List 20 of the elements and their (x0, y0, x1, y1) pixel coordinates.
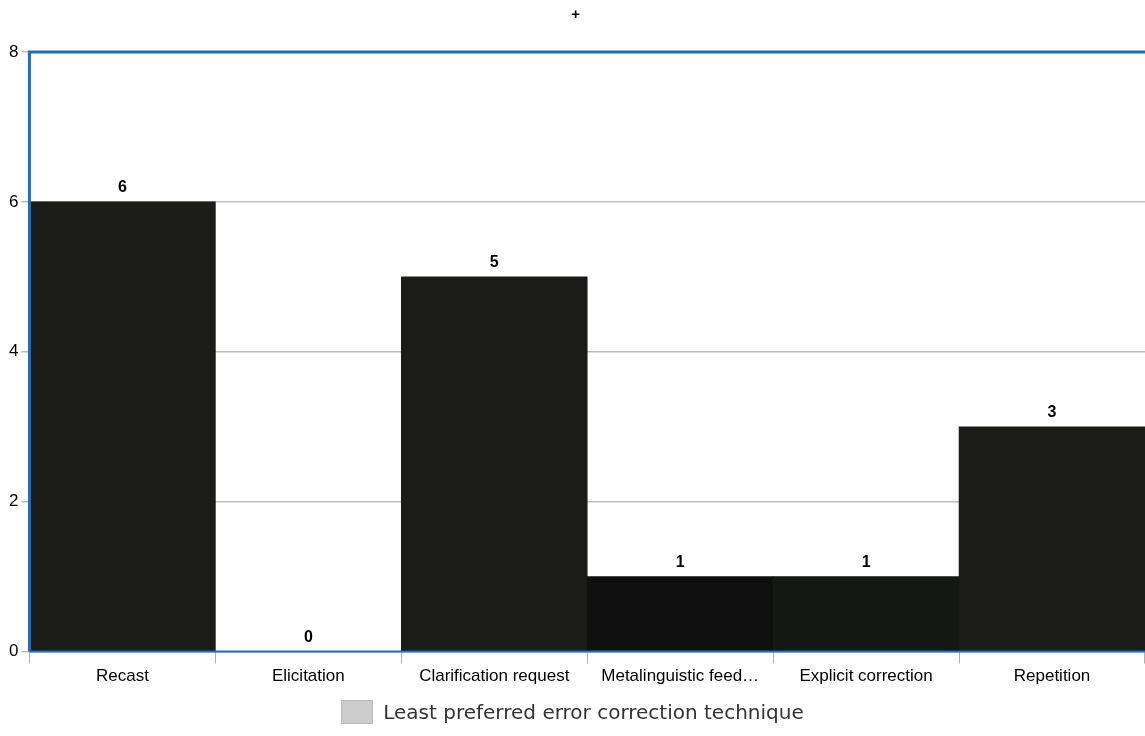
x-tick-label: Elicitation (271, 666, 345, 686)
chart-title: + (571, 5, 581, 23)
y-tick-label: 8 (8, 41, 19, 61)
data-label: 1 (675, 553, 685, 571)
bar (29, 201, 216, 652)
data-label: 3 (1047, 403, 1057, 421)
y-tick-label: 4 (8, 341, 19, 361)
x-tick-label: Metalinguistic feed… (601, 666, 760, 686)
data-label: 6 (117, 178, 127, 196)
x-tick-label: Repetition (1013, 666, 1091, 686)
x-tick-label: Explicit correction (799, 666, 933, 686)
y-tick-label: 2 (8, 491, 19, 511)
x-tick-label: Recast (95, 666, 150, 686)
x-tick-label: Clarification request (419, 666, 570, 686)
data-label: 1 (861, 553, 871, 571)
data-label: 0 (303, 628, 313, 646)
text: Least preferred error correction technique (383, 700, 804, 724)
data-label: 5 (489, 253, 499, 271)
y-tick-label: 6 (8, 191, 19, 211)
y-tick-label: 0 (8, 641, 19, 661)
